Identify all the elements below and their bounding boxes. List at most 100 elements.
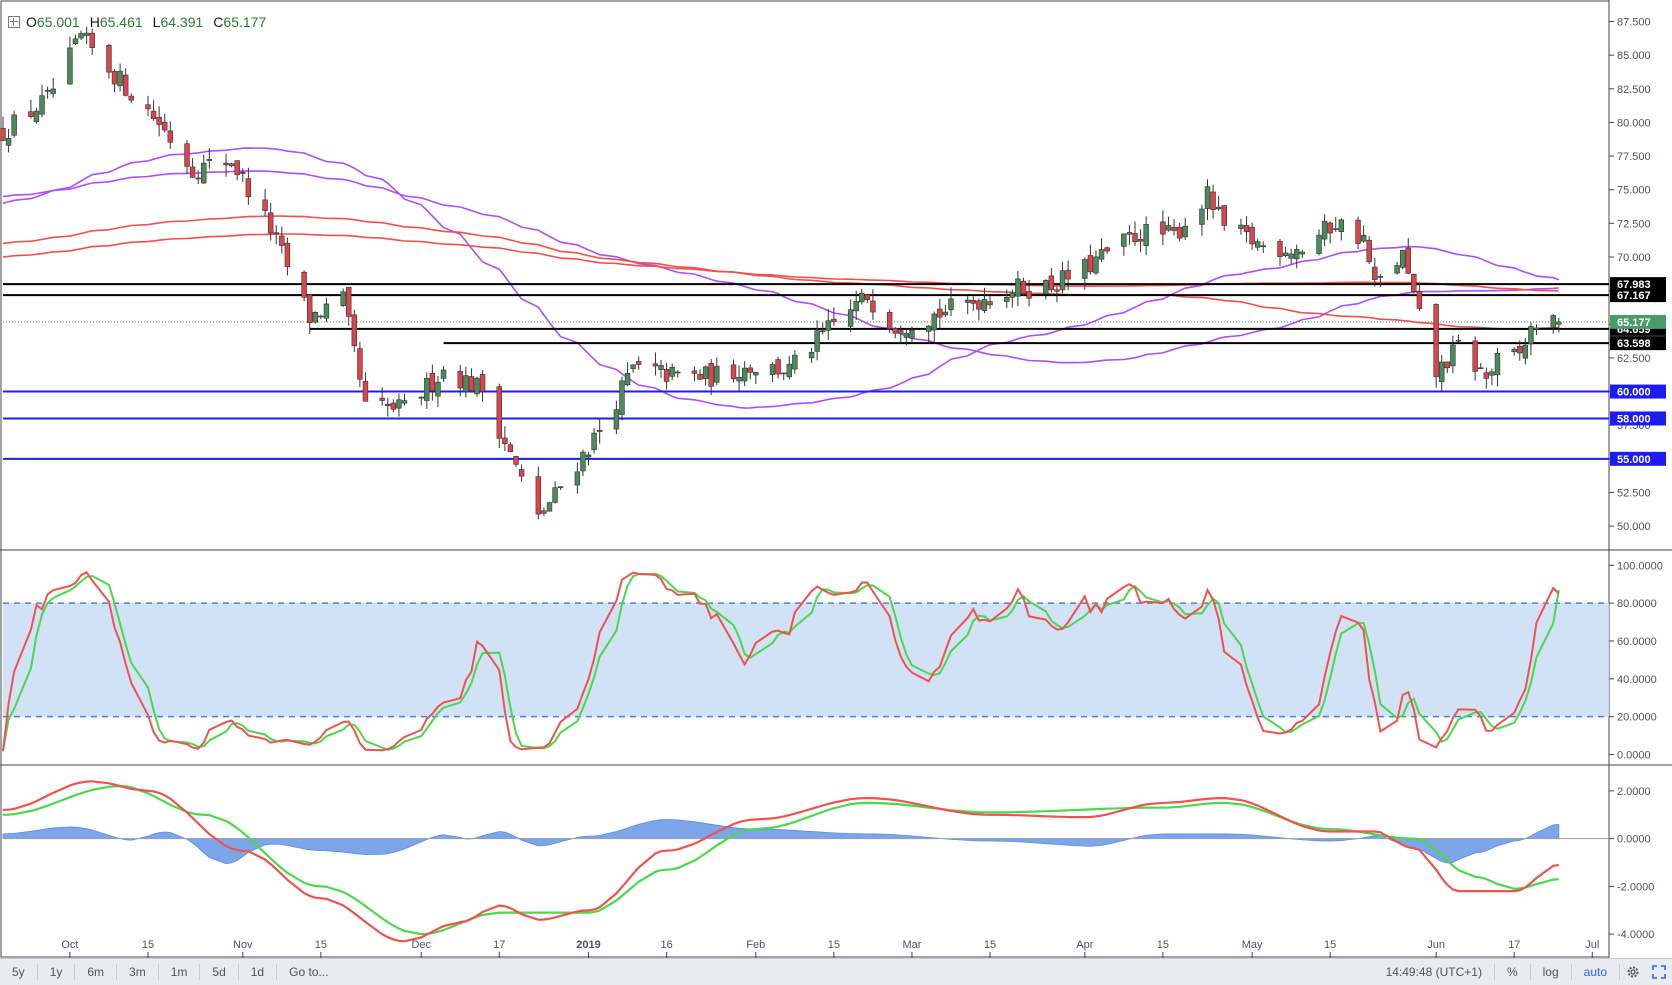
candle-body (769, 364, 776, 375)
candle-body (1171, 227, 1177, 231)
time-tick-label: 15 (142, 939, 154, 951)
goto-button[interactable]: Go to... (289, 965, 329, 979)
support-tag (1610, 451, 1666, 466)
candle-body (267, 212, 274, 234)
candle-body (463, 375, 469, 392)
log-scale-button[interactable]: log (1542, 965, 1559, 979)
price-tick-label: 50.000 (1617, 521, 1651, 533)
stoch-d-line (2, 572, 1560, 752)
sma-100-line (2, 170, 1559, 364)
range-5y-button[interactable]: 5y (12, 965, 25, 979)
candle-body (83, 32, 90, 36)
support-tag-label: 63.598 (1617, 338, 1651, 350)
time-tick-label: Nov (233, 939, 253, 951)
candle-body (33, 110, 40, 122)
candle-body (1455, 339, 1462, 342)
range-1m-button[interactable]: 1m (170, 965, 188, 979)
candle-body (624, 372, 631, 386)
candle-body (312, 312, 318, 323)
expand-icon[interactable] (8, 16, 20, 28)
candle-body (708, 362, 714, 387)
candle-body (435, 381, 441, 397)
candle-body (496, 386, 503, 439)
candle-body (730, 364, 737, 380)
range-5d-button[interactable]: 5d (212, 965, 226, 979)
price-tick-label: 80.000 (1617, 117, 1651, 129)
candle-body (1277, 241, 1283, 257)
price-tick-label: 77.500 (1617, 151, 1651, 163)
candle-body (1199, 208, 1205, 225)
candle-body (702, 366, 709, 379)
candle-body (89, 32, 95, 48)
macd-tick-label: -2.0000 (1617, 881, 1654, 893)
candle-body (468, 376, 475, 391)
candle-body (1121, 233, 1127, 247)
candle-body (775, 359, 781, 375)
candle-body (418, 396, 424, 399)
candle-body (780, 372, 787, 375)
candle-body (898, 330, 904, 334)
candle-body (909, 329, 915, 339)
candle-body (1026, 290, 1032, 299)
stoch-band (3, 603, 1609, 717)
candle-body (652, 363, 659, 367)
candle-body (663, 368, 670, 382)
candle-body (808, 351, 815, 359)
candle-body (1165, 225, 1172, 231)
candle-body (1254, 241, 1261, 248)
range-1y-button[interactable]: 1y (49, 965, 63, 979)
candle-body (1550, 315, 1556, 328)
candle-body (1020, 280, 1027, 294)
candle-body (340, 291, 346, 306)
percent-scale-button[interactable]: % (1506, 965, 1518, 979)
candle-body (1522, 344, 1529, 359)
open-label: O (26, 14, 37, 30)
time-tick-label: Jul (1585, 939, 1599, 951)
candle-body (1416, 291, 1423, 309)
candle-body (1015, 278, 1021, 297)
candle-body (390, 402, 397, 410)
candle-body (786, 363, 792, 378)
chart-canvas[interactable]: 50.00052.50055.00057.50060.00062.50065.0… (0, 0, 1672, 958)
time-tick-label: 15 (984, 939, 996, 951)
candle-body (976, 300, 982, 310)
candle-body (1048, 275, 1055, 291)
candle-body (557, 486, 564, 489)
gear-icon[interactable] (1620, 959, 1646, 985)
range-3m-button[interactable]: 3m (129, 965, 146, 979)
candle-body (502, 437, 508, 444)
candle-body (1093, 256, 1099, 274)
candle-body (156, 116, 162, 125)
ohlc-legend: O 65.001 H 65.461 L 64.391 C 65.177 (8, 14, 276, 30)
clock-readout: 14:49:48 (UTC+1) (1385, 965, 1482, 979)
candle-body (518, 469, 525, 477)
range-6m-button[interactable]: 6m (87, 965, 105, 979)
candle-body (351, 314, 358, 347)
time-tick-label: 15 (1324, 939, 1336, 951)
range-1d-button[interactable]: 1d (250, 965, 265, 979)
fullscreen-icon[interactable] (1646, 959, 1672, 985)
candle-body (50, 88, 56, 94)
support-tag (1610, 411, 1666, 426)
time-tick-label: 17 (1508, 939, 1520, 951)
candle-body (697, 373, 703, 380)
time-tick-label: Jun (1427, 939, 1445, 951)
candle-body (886, 311, 893, 329)
candle-body (552, 487, 558, 503)
time-tick-label: 15 (828, 939, 840, 951)
auto-scale-button[interactable]: auto (1583, 965, 1607, 979)
support-tag-label: 55.000 (1617, 454, 1651, 466)
candle-body (362, 380, 369, 402)
candle-body (1221, 205, 1227, 226)
candle-body (279, 235, 285, 246)
candle-body (931, 313, 937, 331)
candle-body (1472, 340, 1478, 372)
candle-body (440, 369, 447, 379)
bottom-toolbar: 5y 1y 6m 3m 1m 5d 1d Go to... 14:49:48 (… (0, 958, 1672, 985)
candle-body (546, 502, 553, 512)
candle-body (346, 286, 352, 317)
candle-body (814, 330, 820, 352)
low-label: L (152, 14, 161, 30)
stoch-k-line (2, 570, 1560, 752)
candle-body (228, 163, 235, 167)
